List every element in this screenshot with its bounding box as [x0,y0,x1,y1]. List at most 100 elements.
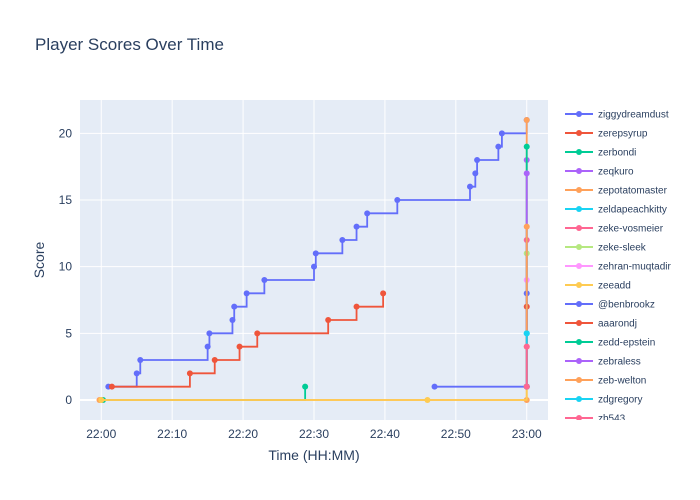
series-0 [105,117,530,390]
legend-label: zeb-welton [598,376,646,387]
legend[interactable]: ziggydreamdust zerepsyrup zerbondi zeqkuro z… [565,110,671,425]
data-point [137,357,144,363]
x-tick-label: 23:00 [512,427,542,441]
legend-swatch-marker [576,244,582,250]
data-point [311,263,317,270]
legend-item[interactable]: zehran-muqtadir [565,262,671,273]
data-point [431,383,438,390]
legend-swatch-marker [576,358,582,364]
data-point [211,357,218,363]
legend-item[interactable]: zeeadd [565,281,631,292]
x-tick-label: 22:20 [228,427,258,441]
legend-label: zedd-epstein [598,338,655,349]
x-axis-title: Time (HH:MM) [268,447,359,463]
legend-swatch-marker [576,396,582,402]
data-point [523,170,530,177]
legend-label: aaarondj [598,319,637,330]
data-point [231,303,238,310]
y-tick-label: 5 [65,326,72,340]
legend-item[interactable]: zb543 [565,414,626,425]
legend-item[interactable]: zepotatomaster [565,186,668,197]
data-point [380,290,387,297]
legend-item[interactable]: zeldapeachkitty [565,205,667,216]
legend-swatch-marker [576,206,582,212]
legend-label: zerepsyrup [598,129,648,140]
data-point [523,330,530,337]
data-point [133,370,140,377]
data-point [467,183,473,190]
data-point [312,250,319,257]
legend-label: zepotatomaster [598,186,668,197]
data-point [523,143,530,150]
legend-label: zdgregory [598,395,642,406]
legend-item[interactable]: @benbrookz [565,300,655,311]
data-point [353,303,360,310]
legend-swatch-marker [576,168,582,174]
legend-swatch-marker [576,339,582,345]
legend-label: zeke-sleek [598,243,647,254]
data-point [98,397,105,403]
series-line [111,293,385,388]
legend-item[interactable]: zerbondi [565,148,636,159]
data-point [495,143,502,150]
data-point [394,197,401,203]
data-point [523,383,530,390]
y-tick-label: 0 [65,393,72,407]
data-point [229,317,236,323]
data-point [254,330,261,337]
legend-label: zerbondi [598,148,636,159]
data-point [186,370,193,377]
legend-swatch-marker [576,111,582,117]
legend-swatch-marker [576,149,582,155]
legend-swatch-marker [576,187,582,193]
legend-label: ziggydreamdust [598,110,669,121]
data-point [498,130,505,137]
legend-item[interactable]: zerepsyrup [565,129,648,140]
x-tick-label: 22:00 [86,427,116,441]
legend-item[interactable]: ziggydreamdust [565,110,669,121]
y-axis-title: Score [31,242,47,279]
legend-item[interactable]: zeb-welton [565,376,646,387]
data-point [243,290,250,297]
series-group [96,117,530,403]
data-point [108,383,115,390]
y-tick-label: 20 [59,126,73,140]
legend-label: zeldapeachkitty [598,205,667,216]
data-point [424,397,431,403]
y-tick-label: 10 [59,260,73,274]
x-tick-label: 22:40 [370,427,400,441]
data-point [472,170,479,177]
legend-label: zebraless [598,357,641,368]
legend-item[interactable]: aaarondj [565,319,637,330]
y-tick-label: 15 [59,193,73,207]
legend-swatch-marker [576,263,582,269]
legend-item[interactable]: zeqkuro [565,167,634,178]
legend-label: zeeadd [598,281,631,292]
series-16 [523,343,530,390]
legend-label: zb543 [598,414,626,425]
legend-swatch-marker [576,415,582,420]
data-point [339,237,346,243]
data-point [523,117,530,123]
legend-label: @benbrookz [598,300,655,311]
legend-item[interactable]: zedd-epstein [565,338,655,349]
legend-item[interactable]: zeke-sleek [565,243,647,254]
legend-item[interactable]: zebraless [565,357,641,368]
data-point [302,383,309,390]
data-point [523,343,530,350]
data-point [474,157,481,163]
legend-item[interactable]: zeke-vosmeier [565,224,664,235]
legend-swatch-marker [576,225,582,231]
legend-item[interactable]: zdgregory [565,395,642,406]
x-tick-label: 22:50 [441,427,471,441]
legend-label: zeke-vosmeier [598,224,664,235]
legend-label: zehran-muqtadir [598,262,671,273]
data-point [523,223,530,230]
legend-swatch-marker [576,282,582,288]
data-point [325,317,332,323]
x-tick-label: 22:10 [157,427,187,441]
legend-swatch-marker [576,301,582,307]
series-1 [108,290,387,390]
chart-title: Player Scores Over Time [35,35,224,54]
